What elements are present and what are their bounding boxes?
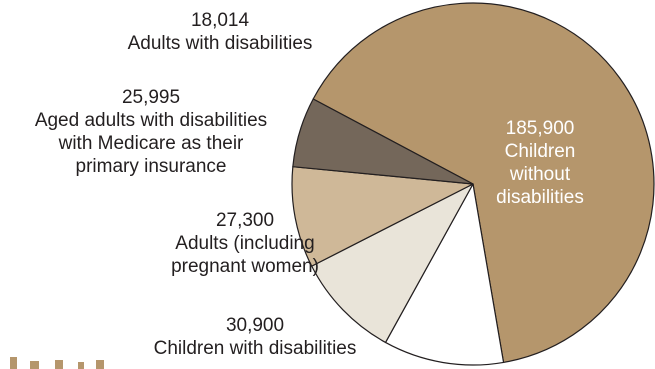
name-line-3: disabilities xyxy=(496,187,584,208)
value-children-with-disabilities: 30,900 xyxy=(225,315,285,336)
name-line-1: Adults (including xyxy=(175,233,315,254)
label-children-without-disabilities: 185,900 Children without disabilities xyxy=(470,117,610,209)
value-adults-including-pregnant-women: 27,300 xyxy=(215,210,275,231)
cropped-logo-fragment xyxy=(10,357,104,369)
name-line-2: pregnant women) xyxy=(171,256,319,277)
value-children-without-disabilities: 185,900 xyxy=(505,118,575,139)
name-line-2: without xyxy=(509,164,571,185)
value-adults-with-disabilities: 18,014 xyxy=(190,10,250,31)
pie-slice-adults-with-disabilities xyxy=(292,98,474,185)
name-line-1: Aged adults with disabilities xyxy=(34,110,268,131)
value-aged-adults-with-disabilities: 25,995 xyxy=(121,87,181,108)
name-line-1: Adults with disabilities xyxy=(127,33,313,54)
pie-slice-aged-adults-with-disabilities-with-medicare-as-their-primary-insurance xyxy=(291,166,474,267)
pie-slice-adults-including-pregnant-women xyxy=(311,183,474,344)
name-line-2: with Medicare as their xyxy=(58,133,244,154)
label-adults-including-pregnant-women: 27,300 Adults (including pregnant women) xyxy=(160,209,330,278)
label-adults-with-disabilities: 18,014 Adults with disabilities xyxy=(100,9,340,55)
label-aged-adults-with-disabilities: 25,995 Aged adults with disabilities wit… xyxy=(0,86,302,178)
label-children-with-disabilities: 30,900 Children with disabilities xyxy=(120,314,390,360)
pie-slice-children-without-disabilities xyxy=(312,2,655,364)
name-line-3: primary insurance xyxy=(75,156,227,177)
pie-slice-children-with-disabilities xyxy=(384,183,505,366)
name-line-1: Children xyxy=(504,141,576,162)
name-line-1: Children with disabilities xyxy=(153,338,357,359)
